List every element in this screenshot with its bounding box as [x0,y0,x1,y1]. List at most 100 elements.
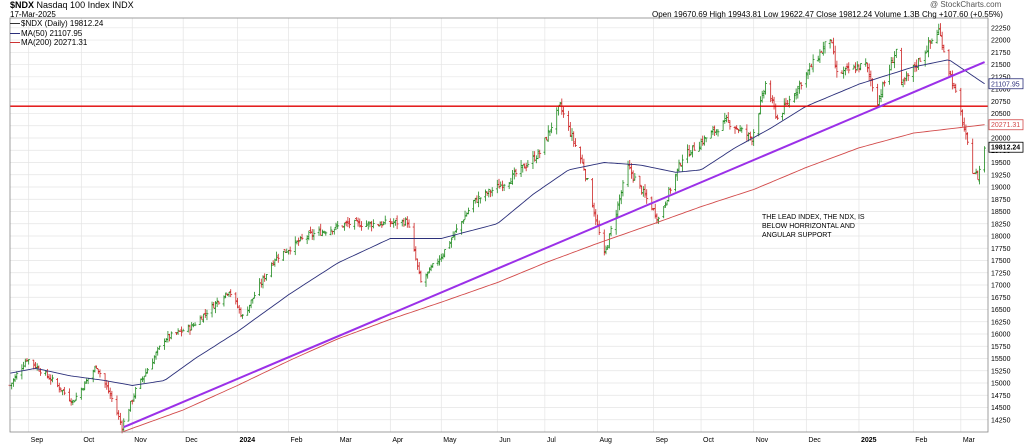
ohlc-bar [971,138,975,174]
ohlc-bar [657,216,661,224]
ohlc-bar [669,187,672,194]
x-tick-label: 2025 [861,437,877,444]
ohlc-bar [108,387,112,400]
ohlc-bar [638,175,642,189]
ohlc-bar [857,64,861,73]
ohlc-bar [489,189,492,198]
ohlc-bar [928,39,932,49]
ohlc-bar [317,226,321,236]
ohlc-bar [105,379,109,390]
ohlc-bar [631,170,635,183]
ohlc-bar [275,251,278,261]
ohlc-bar [864,58,868,67]
ohlc-bar [47,373,51,380]
ohlc-bar [287,250,290,255]
x-tick-label: 2024 [240,437,256,444]
ohlc-bar [621,180,625,197]
ohlc-bar [297,237,301,246]
ohlc-bar [793,93,796,103]
ohlc-bar [129,400,132,412]
legend-swatch [10,32,20,34]
ohlc-bar [689,150,693,156]
ohlc-bars [8,23,987,434]
ohlc-bar [222,295,226,307]
ohlc-bar [117,410,121,420]
ohlc-bar [190,322,194,331]
ohlc-bar [828,39,832,49]
ohlc-bar [572,131,576,147]
ohlc-bar [404,217,408,226]
ohlc-bar [227,291,231,297]
x-tick-label: Oct [703,437,714,444]
last-value-tag-ma200: 20271.31 [988,119,1024,131]
ohlc-bar [674,173,677,192]
svg-text:19812.24: 19812.24 [991,145,1020,152]
ohlc-bar [71,399,75,406]
ohlc-bar [512,167,516,180]
ohlc-bar [903,77,907,85]
y-tick-label: 17500 [991,258,1011,265]
ohlc-bar [348,218,351,229]
ohlc-bar [427,267,431,274]
ohlc-bar [877,95,881,108]
ohlc-bar [431,263,435,268]
ohlc-bar [686,144,689,164]
legend-item-ma200: MA(200) 20271.31 [10,38,103,48]
ohlc-bar [602,229,606,256]
ohlc-bar [217,301,221,305]
ohlc-bar [248,304,251,314]
y-tick-label: 21000 [991,87,1011,94]
ohlc-bar [687,144,691,157]
ohlc-bar [441,253,445,260]
ohlc-bar [253,291,256,299]
ohlc-bar [949,70,953,76]
ohlc-bar [69,398,73,406]
ohlc-bar [305,235,309,245]
x-tick-label: Jul [547,437,556,444]
y-tick-label: 15750 [991,344,1011,351]
ohlc-bar [806,69,810,80]
ohlc-bar [20,364,24,380]
ohlc-bar [820,50,824,53]
ohlc-bar [939,23,942,37]
ohlc-bar [122,418,126,431]
ohlc-bar [930,38,934,45]
ohlc-bar [360,221,363,231]
ohlc-bar [961,109,964,127]
ohlc-bar [550,122,554,134]
legend-swatch [10,42,20,44]
legend-label: MA(50) 21107.95 [21,28,83,38]
ohlc-bar [906,73,910,81]
ohlc-bar [68,388,71,402]
ohlc-bar [214,300,217,314]
ohlc-bar [35,363,39,371]
ohlc-bar [900,47,903,86]
ohlc-bar [353,219,357,230]
ohlc-bar [259,278,263,288]
ohlc-bar [405,216,409,228]
ohlc-bar [524,162,528,172]
ohlc-bar [905,71,908,82]
annotation-line: ANGULAR SUPPORT [762,232,832,239]
svg-text:20271.31: 20271.31 [991,122,1020,129]
ohlc-bar [810,63,813,68]
ohlc-bar [918,57,922,62]
ma50-line [9,59,985,386]
ohlc-bar [585,177,589,181]
ohlc-bar [497,178,501,189]
ohlc-bar [309,226,312,234]
ohlc-bar [855,61,859,71]
ohlc-bar [118,412,122,425]
y-tick-label: 15250 [991,368,1011,375]
plot-frame [9,17,989,433]
ohlc-bar [417,262,421,275]
ohlc-bar [940,31,944,51]
ohlc-bar [51,374,54,383]
x-tick-label: Oct [83,437,94,444]
ma200-line [121,124,985,433]
ohlc-bar [796,85,800,99]
ohlc-bar [947,49,951,78]
ohlc-bar [460,221,464,235]
ohlc-bar [703,135,706,146]
